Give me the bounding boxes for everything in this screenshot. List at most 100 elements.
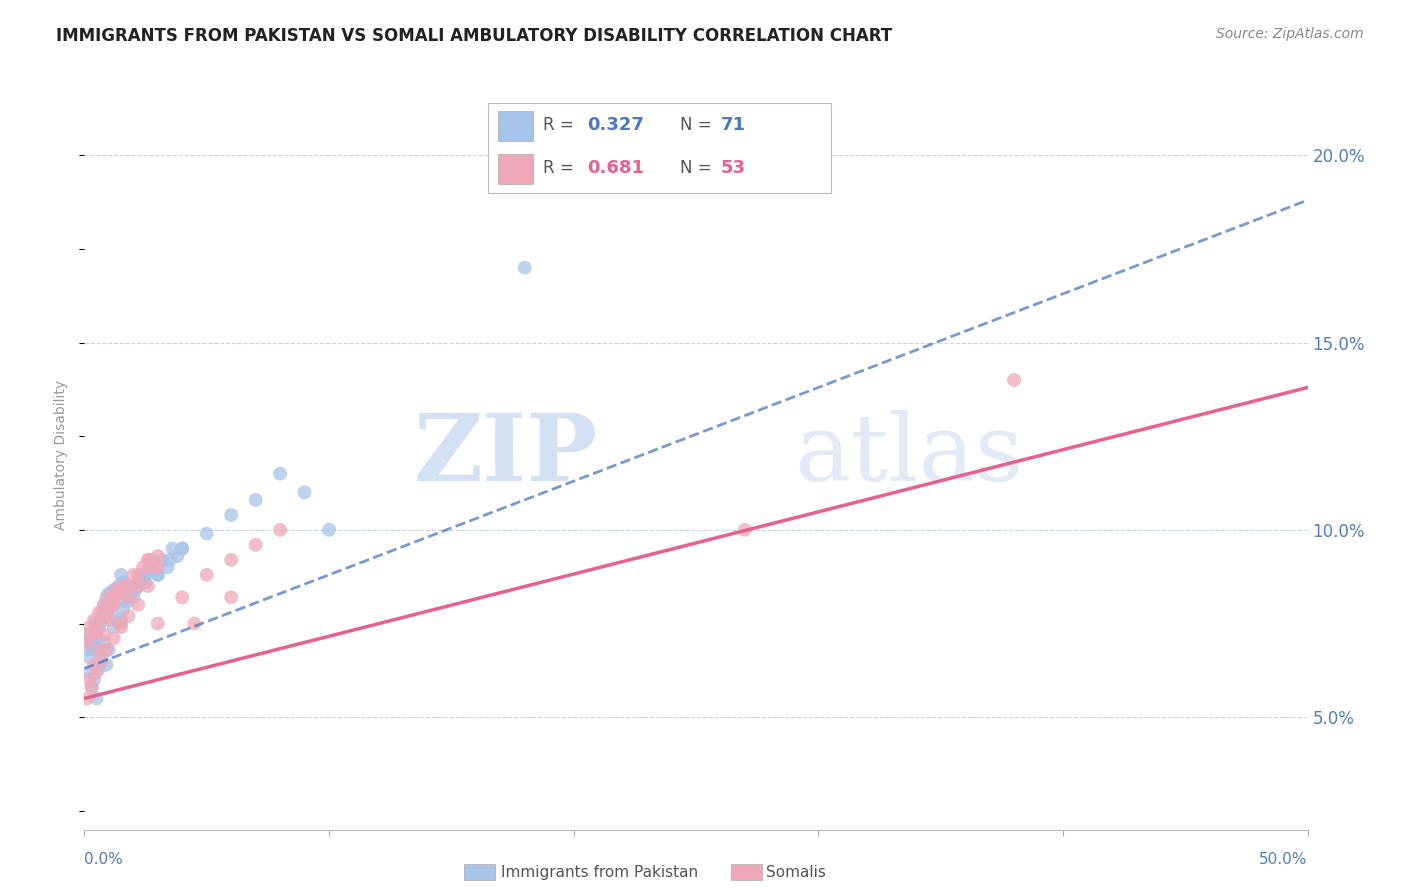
Point: [80, 680, 103, 694]
Point: [112, 601, 135, 615]
Point: [80, 680, 103, 694]
Point: [76, 642, 98, 657]
Text: 0.0%: 0.0%: [84, 852, 124, 867]
Point: [110, 613, 132, 627]
Point: [127, 567, 149, 582]
Point: [219, 508, 242, 522]
Point: [132, 572, 155, 586]
Point: [83, 642, 105, 657]
Point: [93, 609, 115, 624]
Point: [96, 657, 118, 672]
Point: [146, 567, 169, 582]
Point: [83, 616, 105, 631]
Point: [513, 260, 536, 275]
Point: [80, 635, 103, 649]
Point: [90, 654, 112, 668]
Point: [100, 598, 122, 612]
Point: [103, 632, 125, 646]
Point: [269, 523, 291, 537]
Point: [90, 650, 112, 665]
Point: [112, 579, 135, 593]
Point: [122, 579, 145, 593]
Point: [93, 635, 115, 649]
Point: [93, 628, 115, 642]
Point: [86, 665, 108, 680]
Point: [135, 575, 157, 590]
Point: [110, 586, 132, 600]
Point: [162, 541, 184, 556]
Point: [103, 620, 125, 634]
Point: [110, 567, 132, 582]
Point: [172, 541, 194, 556]
Text: atlas: atlas: [794, 410, 1024, 500]
Point: [139, 560, 162, 574]
Point: [156, 560, 179, 574]
Point: [195, 567, 218, 582]
Point: [127, 579, 149, 593]
Point: [318, 523, 340, 537]
Point: [86, 691, 108, 706]
Point: [245, 538, 267, 552]
Point: [87, 661, 110, 675]
Point: [1002, 373, 1025, 387]
Point: [96, 591, 118, 605]
Point: [87, 620, 110, 634]
Point: [77, 628, 100, 642]
Point: [76, 691, 98, 706]
Point: [734, 523, 756, 537]
Point: [103, 582, 125, 597]
Point: [127, 598, 149, 612]
Point: [132, 560, 155, 574]
Text: Immigrants from Pakistan: Immigrants from Pakistan: [501, 865, 697, 880]
Point: [97, 613, 120, 627]
Point: [183, 616, 205, 631]
Point: [90, 613, 112, 627]
Text: Source: ZipAtlas.com: Source: ZipAtlas.com: [1216, 27, 1364, 41]
Text: Somalis: Somalis: [766, 865, 827, 880]
Point: [86, 624, 108, 638]
Point: [127, 575, 149, 590]
Point: [93, 598, 115, 612]
Point: [80, 628, 103, 642]
Point: [77, 665, 100, 680]
Point: [107, 616, 129, 631]
Point: [90, 605, 112, 619]
Point: [107, 579, 129, 593]
Point: [103, 591, 125, 605]
Text: ZIP: ZIP: [413, 410, 598, 500]
Point: [159, 553, 181, 567]
Point: [172, 591, 194, 605]
Point: [97, 586, 120, 600]
Point: [146, 549, 169, 563]
Point: [146, 560, 169, 574]
Point: [96, 601, 118, 615]
Point: [100, 598, 122, 612]
Point: [83, 657, 105, 672]
Point: [117, 591, 139, 605]
Point: [90, 613, 112, 627]
Point: [219, 553, 242, 567]
Point: [136, 553, 159, 567]
Point: [135, 567, 157, 582]
Point: [110, 616, 132, 631]
Point: [87, 605, 110, 619]
Point: [122, 591, 145, 605]
Point: [142, 553, 165, 567]
Point: [96, 642, 118, 657]
Point: [122, 567, 145, 582]
Point: [97, 642, 120, 657]
Point: [166, 549, 188, 563]
Point: [100, 591, 122, 605]
Point: [117, 609, 139, 624]
Point: [87, 616, 110, 631]
Point: [136, 564, 159, 578]
Point: [76, 635, 98, 649]
Point: [117, 594, 139, 608]
Text: 50.0%: 50.0%: [1260, 852, 1308, 867]
Point: [195, 526, 218, 541]
Point: [80, 639, 103, 653]
Point: [142, 560, 165, 574]
Point: [103, 609, 125, 624]
Point: [87, 642, 110, 657]
Point: [97, 591, 120, 605]
